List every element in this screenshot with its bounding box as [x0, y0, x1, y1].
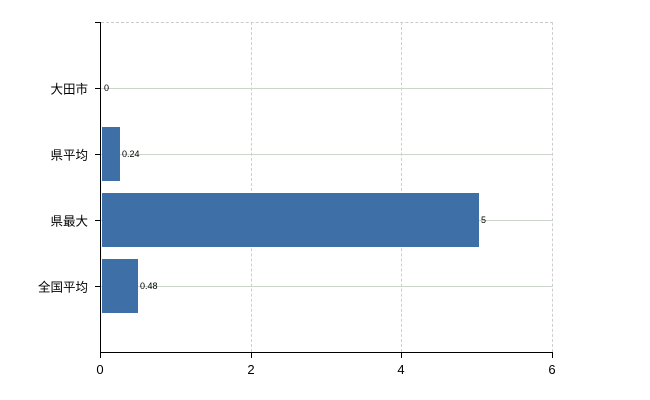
- y-axis-tick: [95, 286, 100, 287]
- y-axis-tick: [95, 154, 100, 155]
- y-axis-tick: [95, 88, 100, 89]
- v-gridline: [552, 22, 553, 352]
- x-axis-tick: [100, 353, 101, 358]
- plot-top-border: [101, 22, 553, 23]
- x-tick-label: 6: [548, 362, 556, 377]
- h-gridline: [101, 87, 553, 89]
- x-axis-tick: [251, 353, 252, 358]
- x-tick-label: 4: [397, 362, 405, 377]
- value-label: 0.24: [122, 149, 140, 159]
- x-tick-label: 2: [247, 362, 255, 377]
- x-tick-label: 0: [96, 362, 104, 377]
- value-label: 5: [481, 215, 487, 225]
- v-gridline: [401, 22, 403, 352]
- v-gridline: [250, 22, 252, 352]
- y-axis-tick: [95, 220, 100, 221]
- h-gridline: [101, 153, 553, 155]
- category-label: 県最大: [50, 214, 88, 229]
- category-label: 大田市: [50, 82, 88, 97]
- bar: [102, 127, 120, 181]
- x-axis-tick: [401, 353, 402, 358]
- category-label: 県平均: [50, 148, 88, 163]
- value-label: 0: [104, 83, 110, 93]
- y-axis-tick: [95, 22, 100, 23]
- category-label: 全国平均: [37, 280, 88, 295]
- bar: [102, 259, 138, 313]
- value-label: 0.48: [140, 281, 158, 291]
- plot-area: 0 0.24 5 0.48: [100, 22, 553, 353]
- bar: [102, 193, 479, 247]
- x-axis-tick: [552, 353, 553, 358]
- h-gridline: [101, 285, 553, 287]
